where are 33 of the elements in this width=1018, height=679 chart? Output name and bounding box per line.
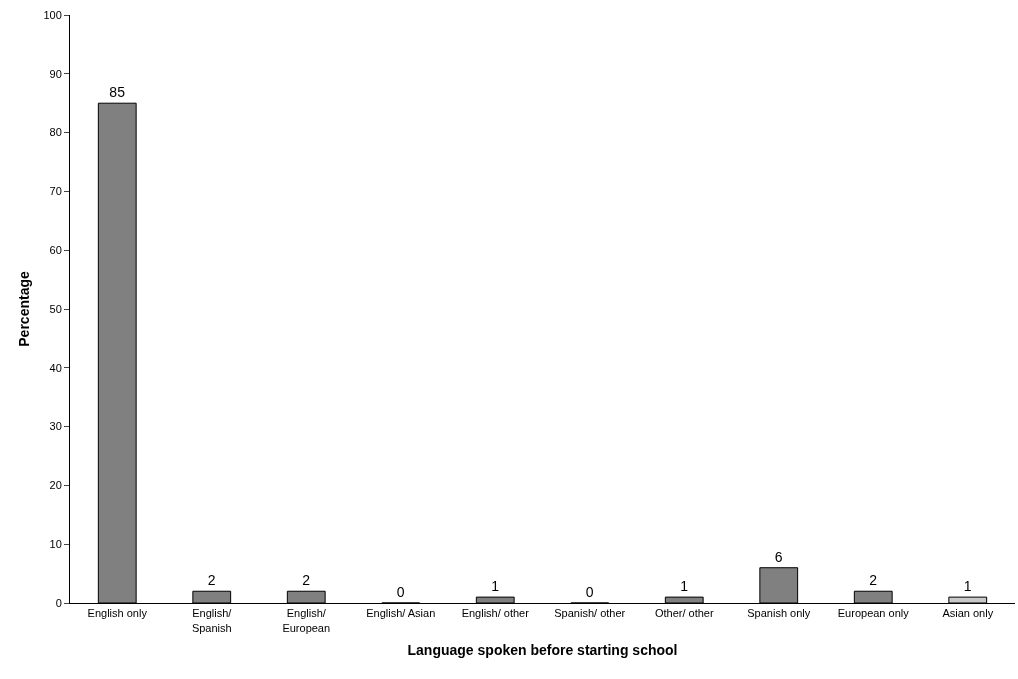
data-label: 2 [869,572,878,589]
y-tick-label: 50 [49,302,62,315]
x-tick-label: English/ other [461,607,530,620]
x-tick-label: English/ Asian [366,607,436,620]
x-tick-label: Spanish only [747,607,811,620]
data-label: 0 [585,584,594,600]
y-tick-label: 30 [49,420,62,433]
x-tick-label: Spanish/ other [554,607,626,620]
x-tick-label: English/ European [282,607,331,634]
y-tick-label: 100 [43,8,62,21]
y-tick-label: 0 [55,596,62,609]
y-tick-label: 80 [49,126,62,139]
y-tick-label: 60 [49,244,62,257]
x-tick-label: Other/ other [654,607,714,620]
x-tick-label: Asian only [942,607,994,620]
data-label: 6 [774,548,783,565]
data-label: 2 [207,572,216,589]
data-label: 0 [396,584,405,600]
x-tick-label: European only [837,607,910,620]
y-tick-label: 10 [49,538,62,551]
y-axis-title: Percentage [16,271,33,347]
y-tick-label: 40 [49,361,62,374]
x-axis-title: Language spoken before starting school [407,641,678,658]
x-tick-label: English only [87,607,148,620]
y-tick-label: 20 [49,479,62,492]
data-label: 85 [109,84,126,101]
data-label: 1 [680,578,689,595]
data-label: 1 [963,578,972,595]
data-label: 2 [302,572,311,589]
data-label: 1 [491,578,500,595]
y-tick-label: 90 [49,67,62,80]
y-tick-label: 70 [49,185,62,198]
x-tick-label: English/ Spanish [191,607,233,634]
